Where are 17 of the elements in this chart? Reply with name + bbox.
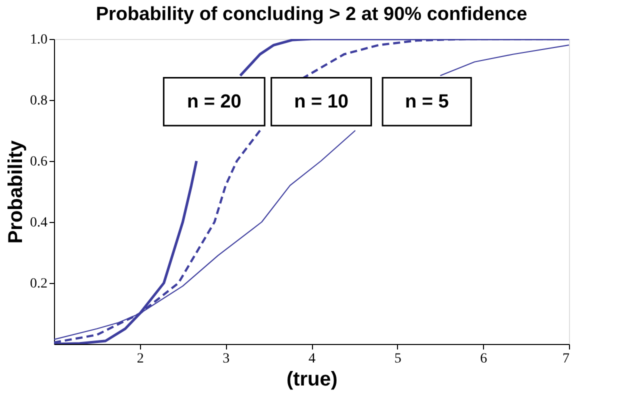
x-tick-label: 6 xyxy=(480,352,488,366)
y-tick-label: 1.0 xyxy=(30,32,48,48)
y-axis-title: Probability xyxy=(5,139,27,244)
x-tick-label: 5 xyxy=(394,352,402,366)
y-tick-label: 0.6 xyxy=(30,154,48,170)
series-label: n = 5 xyxy=(404,92,450,113)
y-tick-label: 0.8 xyxy=(30,94,48,108)
x-axis-title: (true) xyxy=(286,368,338,390)
series-label: n = 10 xyxy=(294,92,348,113)
x-tick-label: 4 xyxy=(308,352,316,366)
x-tick-label: 7 xyxy=(562,352,570,366)
x-tick-label: 2 xyxy=(136,352,144,366)
chart-title: Probability of concluding > 2 at 90% confidence xyxy=(96,4,528,25)
x-tick-label: 3 xyxy=(222,352,230,366)
y-tick-label: 0.4 xyxy=(30,216,48,230)
y-tick-label: 0.2 xyxy=(30,276,48,292)
series-label: n = 20 xyxy=(186,92,242,113)
